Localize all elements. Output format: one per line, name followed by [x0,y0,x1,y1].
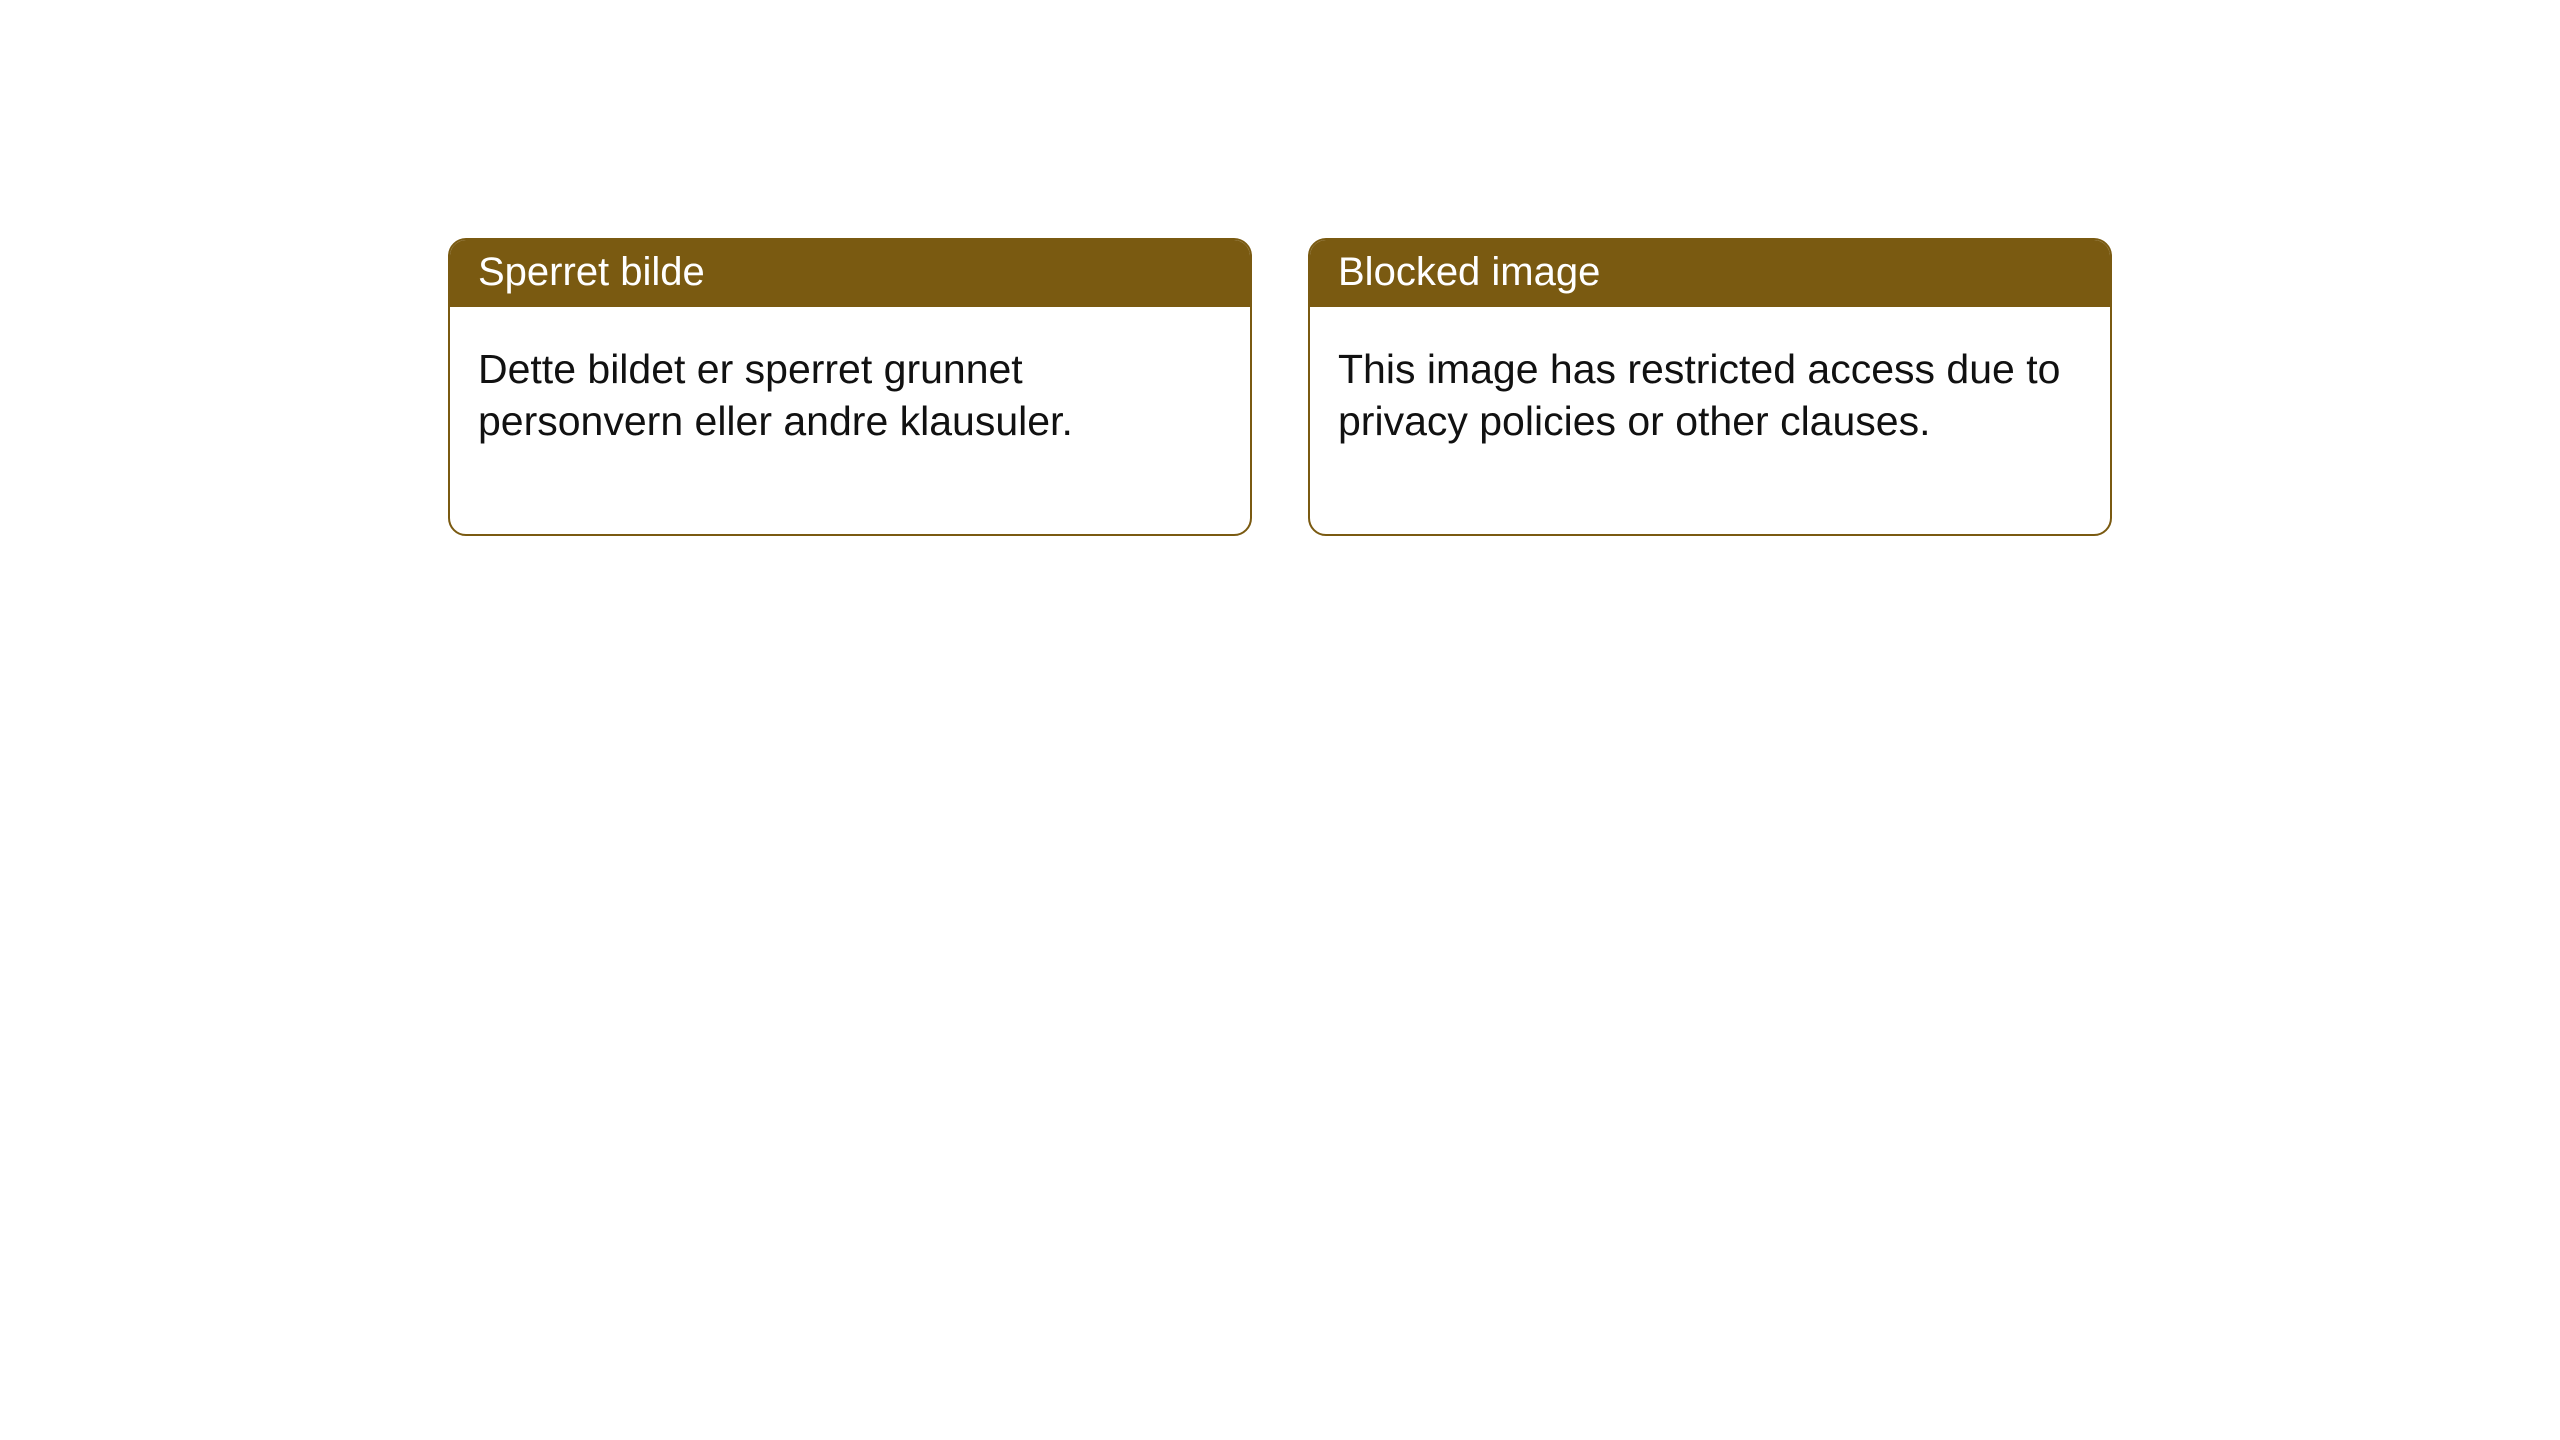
notice-card-body: This image has restricted access due to … [1310,307,2110,534]
notice-card-title: Blocked image [1310,240,2110,307]
notice-card-body: Dette bildet er sperret grunnet personve… [450,307,1250,534]
notice-card-norwegian: Sperret bilde Dette bildet er sperret gr… [448,238,1252,536]
notice-cards-row: Sperret bilde Dette bildet er sperret gr… [0,0,2560,536]
notice-card-title: Sperret bilde [450,240,1250,307]
notice-card-english: Blocked image This image has restricted … [1308,238,2112,536]
